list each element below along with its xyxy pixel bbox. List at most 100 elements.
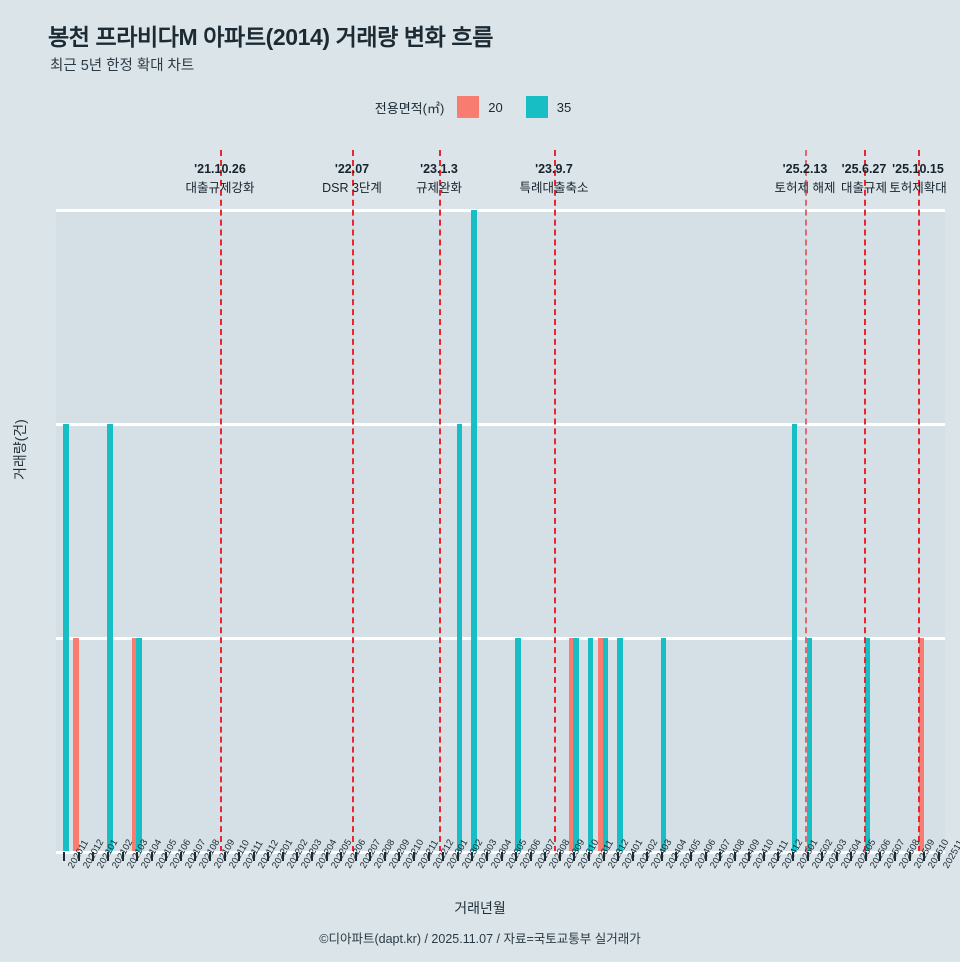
y-axis-label: 거래량(건) [12, 419, 28, 480]
page-title: 봉천 프라비다M 아파트(2014) 거래량 변화 흐름 [48, 24, 493, 50]
event-date: '25.10.15 [892, 162, 944, 176]
x-tick [791, 852, 794, 861]
event-annotation: '25.10.15 토허제확대 [853, 160, 960, 199]
x-tick [209, 852, 212, 861]
x-tick [733, 852, 736, 861]
bar-202312-20 [597, 638, 604, 852]
legend-swatch-35 [525, 96, 548, 118]
bar-202310-35 [573, 638, 579, 852]
x-tick [529, 852, 532, 861]
bar-202102-35 [107, 424, 113, 852]
legend-label-35: 35 [556, 99, 572, 115]
x-tick [77, 852, 80, 861]
x-tick [587, 852, 590, 861]
bar-202306-35 [515, 638, 521, 852]
x-tick [485, 852, 488, 861]
legend-label-20: 20 [488, 99, 503, 115]
x-tick [281, 852, 284, 861]
gridline [56, 208, 945, 212]
bar-202104-20 [131, 638, 138, 852]
x-tick [850, 852, 853, 861]
x-tick [471, 852, 474, 861]
bar-202404-35 [660, 638, 667, 852]
x-tick [748, 852, 751, 861]
footer-credit: ©디아파트(dapt.kr) / 2025.11.07 / 자료=국토교통부 실… [319, 932, 641, 946]
x-tick [413, 852, 416, 861]
x-tick [165, 852, 168, 861]
x-axis-label: 거래년월 [454, 900, 506, 916]
x-tick [194, 852, 197, 861]
x-tick [879, 852, 882, 861]
bar-202302-35 [456, 424, 463, 852]
bar-202012-20 [73, 638, 79, 852]
gridline [56, 422, 945, 426]
x-tick [908, 852, 911, 861]
bar-202311-35 [587, 638, 594, 852]
bar-202401-35 [617, 638, 623, 852]
bar-202303-35 [471, 210, 477, 852]
x-tick [427, 852, 430, 861]
event-line [352, 150, 354, 852]
x-tick [63, 852, 66, 861]
bar-202506-35 [864, 638, 871, 852]
bar-202011-35 [63, 424, 69, 852]
x-tick [558, 852, 561, 861]
x-tick [646, 852, 649, 861]
x-tick [923, 852, 926, 861]
x-tick [398, 852, 401, 861]
x-tick [835, 852, 838, 861]
bar-202501-35 [791, 424, 798, 852]
x-tick [617, 852, 620, 861]
x-tick [689, 852, 692, 861]
x-tick [864, 852, 867, 861]
x-tick [267, 852, 270, 861]
x-tick [121, 852, 124, 861]
event-line [864, 150, 866, 852]
x-tick [704, 852, 707, 861]
x-tick [631, 852, 634, 861]
bar-202312-35 [602, 638, 609, 852]
x-tick [150, 852, 153, 861]
x-tick [311, 852, 314, 861]
x-tick [92, 852, 95, 861]
x-tick [777, 852, 780, 861]
x-tick [762, 852, 765, 861]
event-line [918, 150, 920, 852]
bar-202510-20 [918, 638, 925, 852]
event-line [439, 150, 441, 852]
x-tick [340, 852, 343, 861]
page-subtitle: 최근 5년 한정 확대 차트 [50, 58, 195, 74]
legend-title: 전용면적(㎡) [374, 100, 445, 116]
x-tick [719, 852, 722, 861]
bar-202104-35 [136, 638, 142, 852]
x-tick [456, 852, 459, 861]
x-tick [223, 852, 226, 861]
x-tick [136, 852, 139, 861]
event-text: 토허제확대 [889, 181, 947, 196]
x-tick [442, 852, 445, 861]
x-tick [296, 852, 299, 861]
x-tick [107, 852, 109, 861]
x-tick [500, 852, 503, 861]
x-tick [806, 852, 809, 861]
x-axis: 2020112020122021012021022021032021042021… [56, 838, 960, 962]
x-tick [821, 852, 824, 861]
event-line [554, 150, 556, 852]
legend-swatch-20 [457, 96, 480, 118]
x-tick [573, 852, 576, 861]
x-tick [893, 852, 896, 861]
event-line [220, 150, 222, 852]
chart-legend: 전용면적(㎡) 20 35 [0, 96, 960, 118]
x-tick [325, 852, 328, 861]
gridline [56, 636, 945, 640]
event-line [805, 150, 807, 852]
x-tick [515, 852, 518, 861]
x-tick [354, 852, 357, 861]
x-tick [383, 852, 386, 861]
x-tick [660, 852, 663, 861]
bar-202310-20 [568, 638, 575, 852]
x-tick [544, 852, 547, 861]
x-tick [937, 852, 940, 861]
x-tick [602, 852, 605, 861]
x-tick [252, 852, 255, 861]
